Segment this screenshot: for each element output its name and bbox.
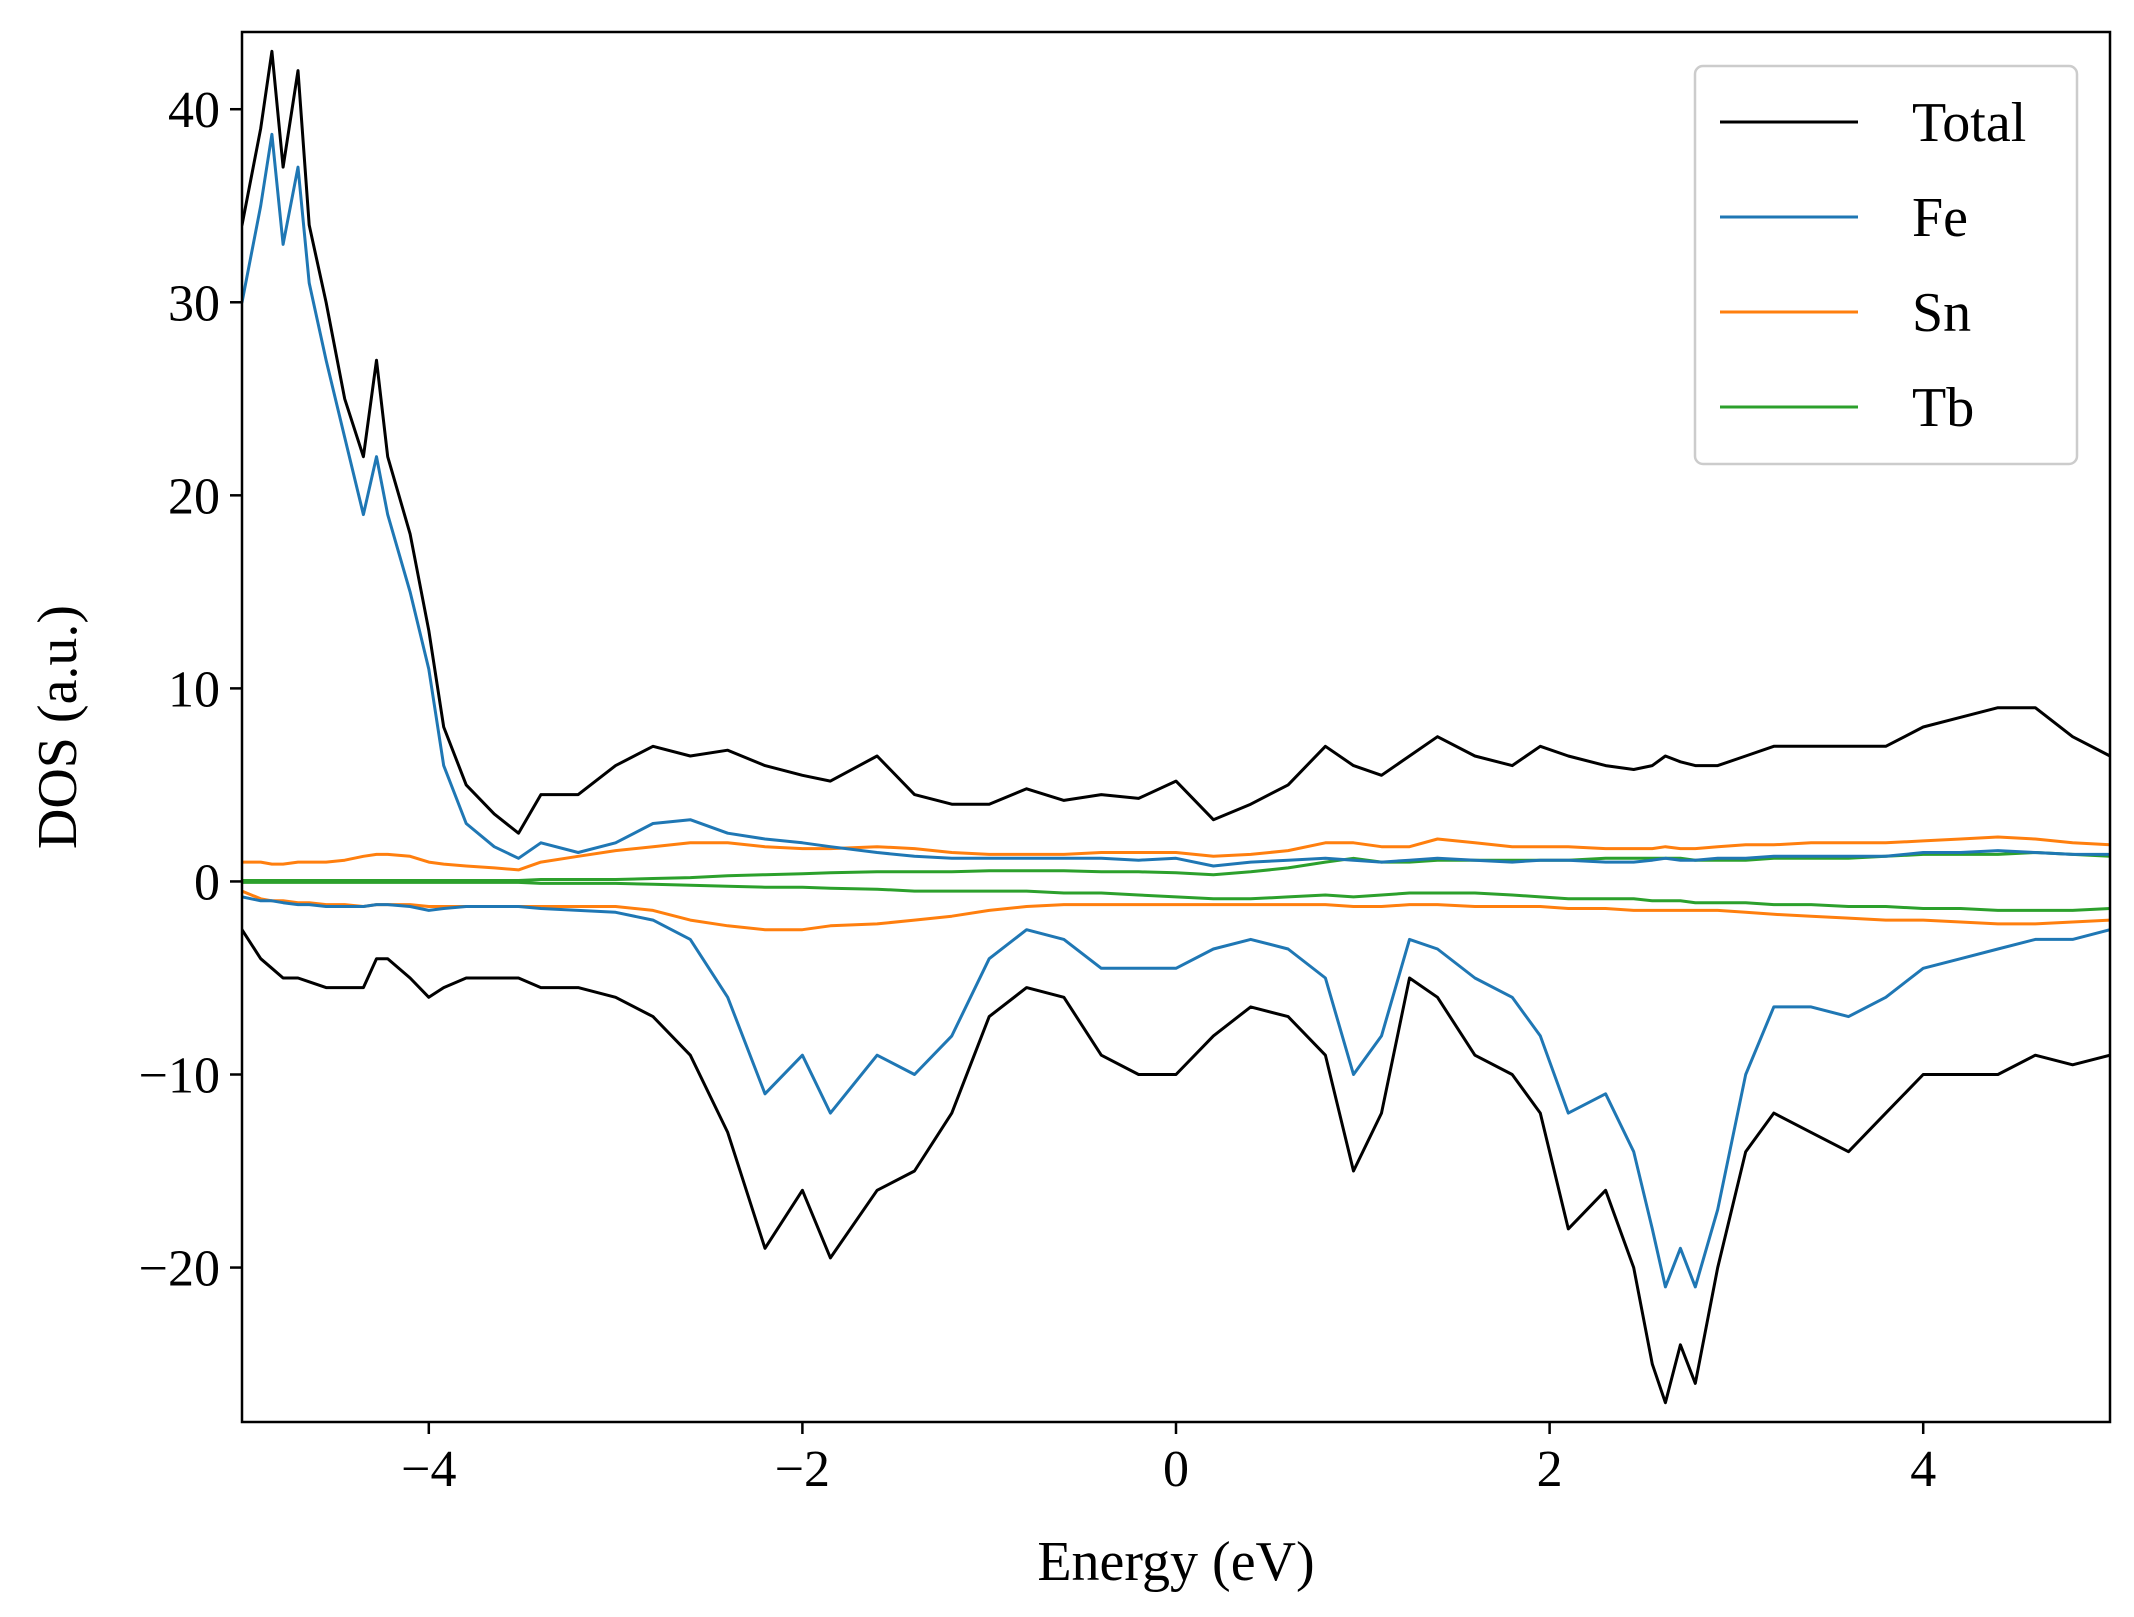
legend-items: Total Fe Sn Tb bbox=[1720, 92, 2026, 439]
legend-frame bbox=[1693, 64, 2079, 466]
y-tick-label: 0 bbox=[194, 854, 220, 911]
legend: Total Fe Sn Tb bbox=[1693, 64, 2079, 466]
tb-up-line bbox=[242, 851, 2110, 882]
y-tick-label: −20 bbox=[139, 1241, 220, 1298]
y-axis-ticks: −20 −10 0 10 20 30 40 bbox=[139, 82, 242, 1298]
fe-up-line bbox=[242, 132, 2110, 868]
x-axis-ticks: −4 −2 0 2 4 bbox=[401, 1422, 1936, 1498]
x-tick-label: 0 bbox=[1163, 1441, 1189, 1498]
legend-label: Tb bbox=[1912, 377, 1974, 439]
y-axis-label: DOS (a.u.) bbox=[27, 605, 89, 849]
sn-up-line bbox=[242, 835, 2110, 872]
legend-label: Total bbox=[1912, 92, 2026, 154]
x-tick-label: 2 bbox=[1537, 1441, 1563, 1498]
y-tick-label: −10 bbox=[139, 1048, 220, 1105]
x-axis-label: Energy (eV) bbox=[1037, 1531, 1314, 1593]
y-tick-label: 10 bbox=[168, 661, 220, 718]
y-tick-label: 30 bbox=[168, 275, 220, 332]
total-down-line bbox=[242, 928, 2110, 1405]
y-tick-label: 20 bbox=[168, 468, 220, 525]
legend-label: Sn bbox=[1912, 282, 1971, 344]
tb-down-line bbox=[242, 880, 2110, 912]
x-tick-label: 4 bbox=[1910, 1441, 1936, 1498]
series-layer bbox=[242, 49, 2110, 1405]
x-tick-label: −2 bbox=[775, 1441, 830, 1498]
fe-down-line bbox=[242, 895, 2110, 1289]
total-up-line bbox=[242, 49, 2110, 835]
x-tick-label: −4 bbox=[401, 1441, 456, 1498]
y-tick-label: 40 bbox=[168, 82, 220, 139]
legend-label: Fe bbox=[1912, 187, 1968, 249]
